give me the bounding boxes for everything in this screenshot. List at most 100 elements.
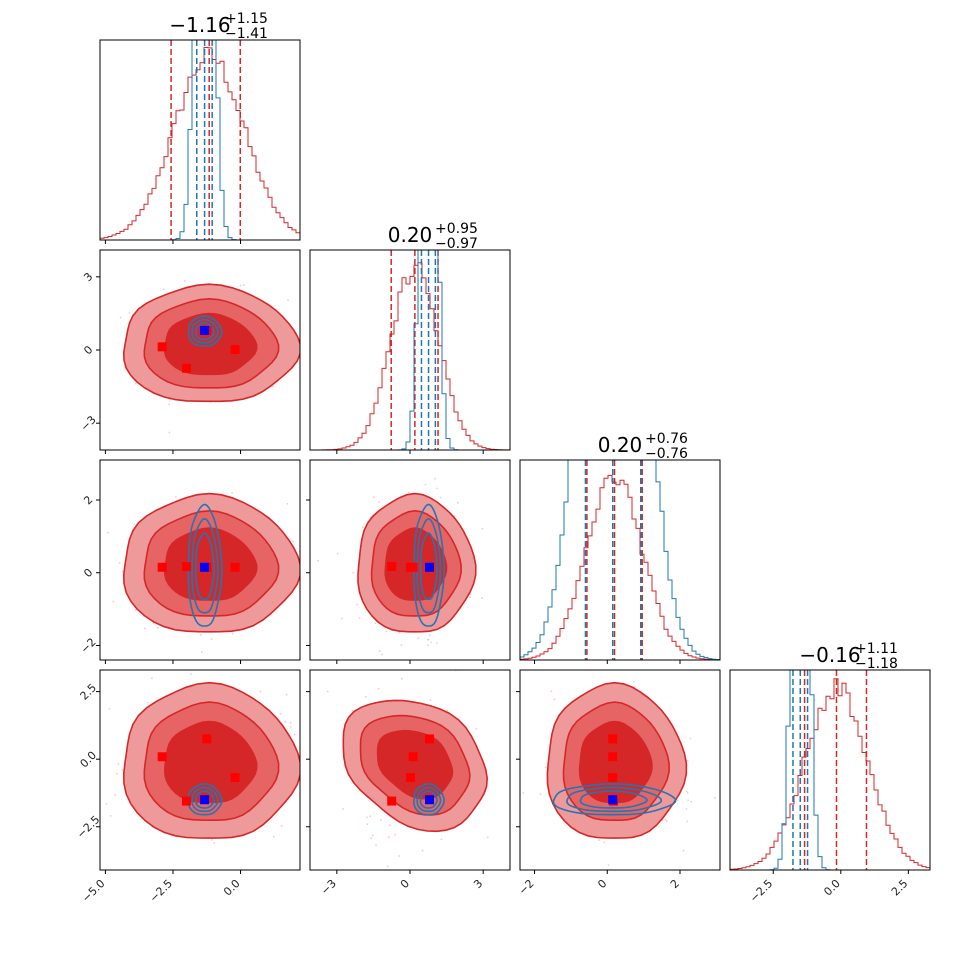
scatter-point xyxy=(370,837,372,839)
blue-contour-level-2 xyxy=(566,786,663,813)
panel-content xyxy=(74,279,316,434)
blue-contour-level-3 xyxy=(413,782,445,816)
scatter-point xyxy=(213,842,216,844)
scatter-point xyxy=(417,637,420,639)
blue-marker xyxy=(425,562,435,572)
panel-0-0: −1.16+1.15−1.41 xyxy=(99,11,301,244)
scatter-point xyxy=(134,609,137,612)
y-tick-label: 2 xyxy=(81,493,95,507)
scatter-point xyxy=(168,431,171,434)
y-tick-label: 2.5 xyxy=(78,681,100,703)
scatter-point xyxy=(682,849,685,852)
scatter-point xyxy=(434,477,436,480)
scatter-point xyxy=(436,642,438,645)
scatter-point xyxy=(352,571,355,574)
x-tick-label: 0 xyxy=(595,877,609,891)
panel-frame xyxy=(99,669,301,871)
x-tick-label: −2.5 xyxy=(747,877,775,905)
histogram-blue xyxy=(310,250,510,450)
blue-contour-level-1 xyxy=(579,790,648,809)
scatter-point xyxy=(378,650,381,653)
red-contour-level-3 xyxy=(376,729,454,800)
x-tick-label: 2 xyxy=(668,877,682,891)
red-marker xyxy=(405,773,415,783)
blue-contour-level-2 xyxy=(191,318,219,344)
scatter-point xyxy=(603,841,606,844)
blue-marker xyxy=(200,325,210,335)
scatter-point xyxy=(96,338,98,340)
scatter-point xyxy=(486,836,489,839)
scatter-point xyxy=(112,600,115,603)
histogram-blue xyxy=(520,460,720,660)
panel-content xyxy=(100,40,300,240)
panel-1-1: 0.20 +0.95−0.97 xyxy=(309,221,511,454)
scatter-point xyxy=(156,627,159,629)
red-marker xyxy=(230,562,240,572)
scatter-point xyxy=(121,570,124,573)
panel-content xyxy=(92,673,321,844)
title-lower-error: −0.97 xyxy=(435,236,478,252)
scatter-point xyxy=(92,719,94,721)
scatter-point xyxy=(371,834,374,837)
panel-title: −1.16 xyxy=(169,13,230,37)
scatter-point xyxy=(341,617,343,620)
x-tick-label: 0 xyxy=(398,877,412,891)
scatter-point xyxy=(201,651,203,654)
scatter-point xyxy=(381,653,383,656)
scatter-point xyxy=(115,772,118,775)
histogram-red xyxy=(100,47,300,240)
y-tick-label: 3 xyxy=(81,270,95,284)
y-tick-label: −3 xyxy=(78,413,99,434)
scatter-point xyxy=(231,492,234,494)
scatter-point xyxy=(714,796,716,799)
scatter-point xyxy=(665,820,668,822)
title-upper-error: +0.95 xyxy=(435,221,478,237)
scatter-point xyxy=(401,677,403,680)
scatter-point xyxy=(319,772,321,774)
scatter-point xyxy=(362,526,364,529)
scatter-point xyxy=(314,396,316,398)
scatter-point xyxy=(398,631,401,634)
panel-content xyxy=(317,477,484,656)
x-tick-label: −3 xyxy=(318,877,339,898)
scatter-point xyxy=(317,559,319,562)
scatter-point xyxy=(386,865,389,868)
scatter-point xyxy=(168,403,171,406)
blue-contour-level-1 xyxy=(194,322,215,341)
red-marker xyxy=(230,773,240,783)
panel-content xyxy=(326,670,489,868)
scatter-point xyxy=(231,632,234,635)
scatter-point xyxy=(633,681,635,683)
red-contour-level-3 xyxy=(163,720,258,804)
blue-contour-level-2 xyxy=(191,517,219,614)
blue-contour-level-3 xyxy=(552,782,677,816)
x-tick-label: 0.0 xyxy=(221,877,243,899)
y-tick-label: 0.0 xyxy=(78,749,100,771)
scatter-point xyxy=(385,630,388,633)
scatter-point xyxy=(74,315,76,317)
blue-marker xyxy=(425,795,435,805)
scatter-point xyxy=(439,496,442,499)
scatter-point xyxy=(389,824,391,827)
red-marker xyxy=(408,752,418,762)
scatter-point xyxy=(242,284,245,287)
panel-title: 0.20 xyxy=(388,223,433,247)
scatter-point xyxy=(398,855,400,857)
scatter-point xyxy=(685,790,688,793)
scatter-point xyxy=(280,825,283,827)
scatter-point xyxy=(440,838,443,841)
histogram-red xyxy=(730,678,930,870)
scatter-point xyxy=(380,819,382,821)
panel-2-0: −2 0 2 xyxy=(78,459,332,664)
scatter-point xyxy=(690,800,692,803)
scatter-point xyxy=(481,527,484,530)
scatter-point xyxy=(446,709,448,712)
scatter-point xyxy=(481,597,483,599)
scatter-point xyxy=(146,701,149,704)
scatter-point xyxy=(358,617,361,619)
title-upper-error: +0.76 xyxy=(645,431,688,447)
panel-3-1: −3 0 3 xyxy=(306,669,511,898)
scatter-point xyxy=(664,818,667,821)
scatter-point xyxy=(330,540,332,542)
scatter-point xyxy=(388,836,390,839)
